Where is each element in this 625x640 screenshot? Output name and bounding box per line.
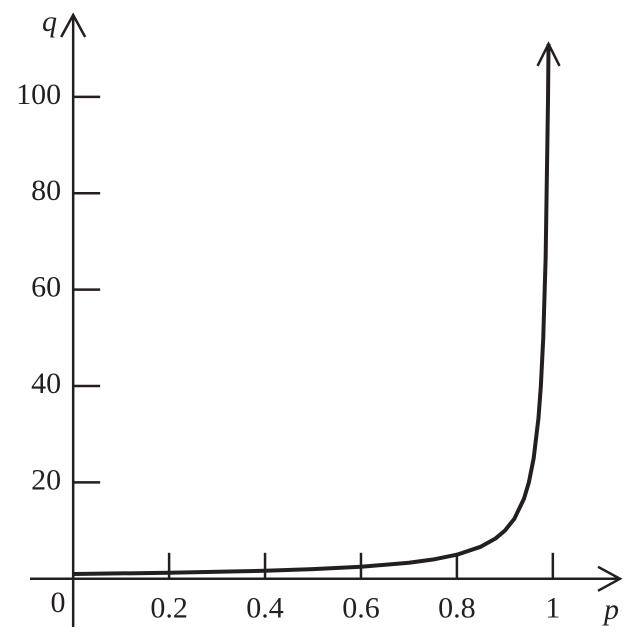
x-tick-label: 0.2	[150, 592, 188, 625]
y-tick-label: 20	[31, 463, 61, 496]
origin-label: 0	[51, 586, 66, 619]
x-axis-arrow	[597, 565, 623, 592]
x-tick-label: 1	[545, 592, 560, 625]
y-axis-arrow	[60, 12, 87, 38]
x-tick-label: 0.6	[342, 592, 380, 625]
y-tick-label: 40	[31, 367, 61, 400]
y-tick-label: 60	[31, 271, 61, 304]
curve-arrow	[536, 41, 561, 67]
x-tick-label: 0.4	[246, 592, 284, 625]
x-axis-label: p	[602, 593, 619, 626]
x-tick-label: 0.8	[438, 592, 476, 625]
y-axis-label: q	[42, 5, 57, 38]
curve	[73, 43, 551, 576]
y-tick-label: 100	[16, 78, 61, 111]
y-tick-label: 80	[31, 174, 61, 207]
